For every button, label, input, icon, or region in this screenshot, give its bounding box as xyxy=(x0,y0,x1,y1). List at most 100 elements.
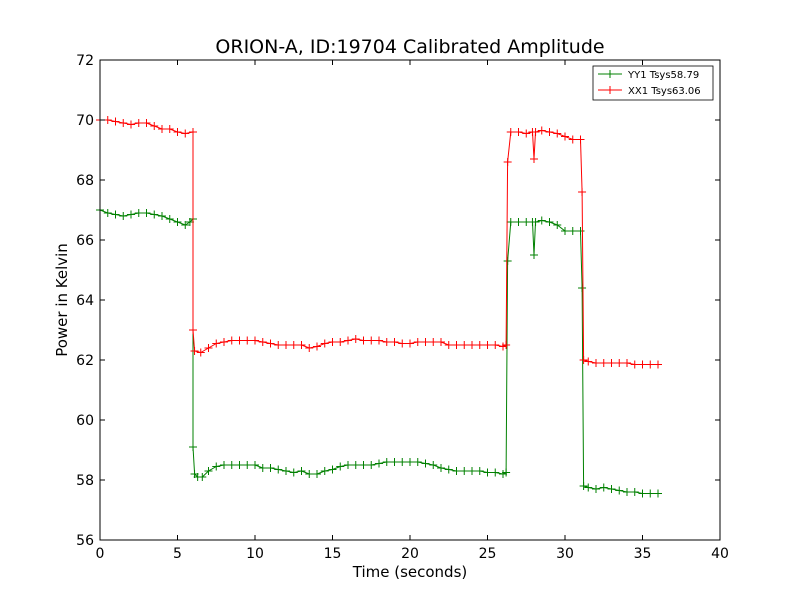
data-point xyxy=(576,227,585,235)
data-point xyxy=(561,227,569,235)
data-point xyxy=(561,132,569,141)
y-tick-label: 60 xyxy=(76,413,94,429)
data-point xyxy=(282,467,290,475)
data-point xyxy=(227,336,236,345)
data-point xyxy=(204,344,213,352)
data-point xyxy=(119,212,128,220)
legend: YY1 Tsys58.79 XX1 Tsys63.06 xyxy=(592,65,714,101)
data-point xyxy=(243,336,252,345)
data-point xyxy=(235,336,244,345)
data-point xyxy=(266,339,275,348)
data-point xyxy=(390,458,399,466)
series-1 xyxy=(96,206,662,498)
data-point xyxy=(506,218,515,226)
data-point xyxy=(537,216,546,225)
data-point xyxy=(468,467,476,475)
data-point xyxy=(607,485,616,493)
data-point xyxy=(553,129,562,138)
data-point xyxy=(584,357,593,366)
data-point xyxy=(289,468,298,477)
data-point xyxy=(165,125,174,133)
data-point xyxy=(468,341,476,349)
data-point xyxy=(506,128,515,136)
x-tick-label: 25 xyxy=(479,546,497,562)
data-point xyxy=(421,338,430,346)
data-point xyxy=(537,126,546,135)
x-tick-label: 0 xyxy=(96,546,105,562)
data-point xyxy=(413,338,422,346)
data-point xyxy=(576,135,585,144)
data-point xyxy=(181,221,190,229)
data-point xyxy=(190,347,199,355)
data-point xyxy=(173,218,182,226)
data-point xyxy=(545,218,554,226)
data-point xyxy=(584,483,593,492)
data-point xyxy=(475,341,484,349)
data-point xyxy=(134,119,143,127)
data-point xyxy=(375,459,383,468)
data-point xyxy=(367,336,376,345)
data-point xyxy=(227,461,236,469)
data-point xyxy=(398,458,407,466)
data-point xyxy=(103,116,112,124)
data-point xyxy=(607,359,616,367)
data-point xyxy=(390,338,399,346)
data-point xyxy=(127,210,135,219)
data-point xyxy=(638,489,647,498)
data-point xyxy=(491,468,500,477)
data-point xyxy=(514,218,523,226)
data-point xyxy=(579,482,588,490)
data-point xyxy=(630,360,639,369)
data-point xyxy=(638,360,647,369)
data-point xyxy=(522,129,531,138)
data-point xyxy=(134,209,143,217)
data-point xyxy=(158,125,166,133)
data-point xyxy=(142,119,151,127)
data-point xyxy=(127,120,135,129)
y-axis-label: Power in Kelvin xyxy=(53,243,71,357)
data-point xyxy=(437,464,445,472)
data-point xyxy=(328,465,337,474)
data-point xyxy=(181,129,190,138)
data-point xyxy=(531,218,540,226)
data-point xyxy=(305,470,314,478)
data-point xyxy=(111,210,120,219)
data-point xyxy=(103,209,112,217)
data-point xyxy=(158,212,166,220)
y-tick-label: 70 xyxy=(76,113,94,129)
x-tick-label: 10 xyxy=(246,546,264,562)
data-point xyxy=(212,462,221,471)
data-point xyxy=(243,461,252,469)
data-point xyxy=(150,122,159,130)
data-point xyxy=(220,461,228,469)
data-point xyxy=(320,467,329,475)
plot-area xyxy=(96,116,662,498)
data-point xyxy=(553,221,562,229)
data-point xyxy=(282,341,290,349)
data-point xyxy=(111,117,120,126)
data-point xyxy=(530,251,538,259)
data-point xyxy=(297,341,306,349)
data-point xyxy=(599,359,608,367)
data-point xyxy=(578,284,587,292)
data-point xyxy=(189,326,197,334)
data-point xyxy=(204,467,213,475)
data-point xyxy=(274,465,283,474)
data-point xyxy=(274,341,283,349)
data-point xyxy=(220,338,228,346)
data-point xyxy=(320,339,329,348)
y-tick-label: 56 xyxy=(76,533,94,549)
data-point xyxy=(646,489,655,498)
data-point xyxy=(615,359,624,367)
data-point xyxy=(579,356,588,364)
data-point xyxy=(429,461,438,469)
x-tick-label: 40 xyxy=(711,546,729,562)
data-point xyxy=(530,155,538,163)
x-tick-label: 35 xyxy=(634,546,652,562)
data-point xyxy=(336,338,345,346)
data-point xyxy=(173,128,182,136)
data-point xyxy=(444,341,453,349)
data-point xyxy=(413,458,422,466)
data-point xyxy=(514,128,523,136)
